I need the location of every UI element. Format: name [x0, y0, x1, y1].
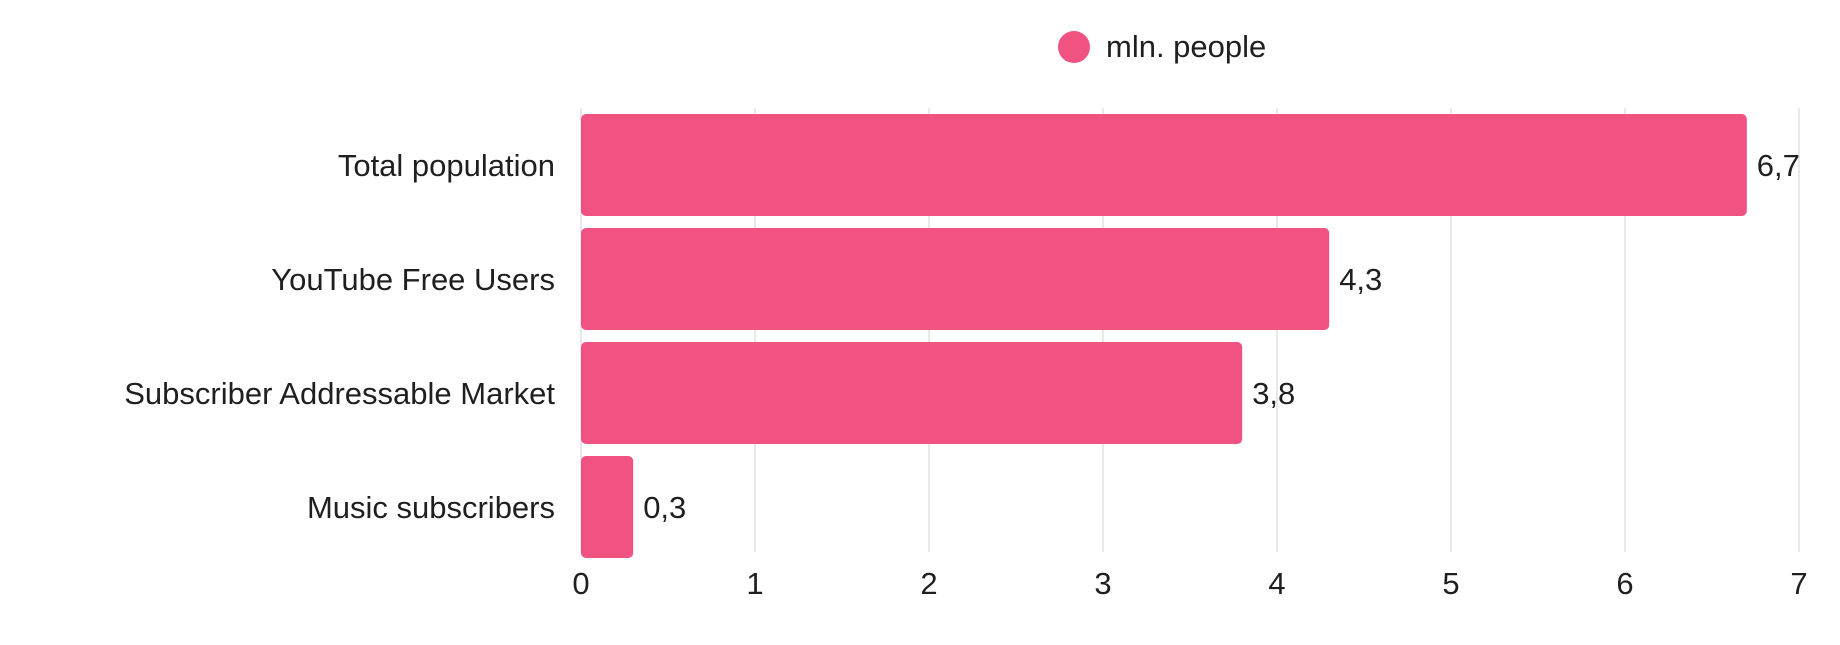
x-tick-label: 5 [1442, 566, 1459, 601]
data-label: 3,8 [1252, 376, 1295, 411]
bar [581, 114, 1747, 216]
x-tick-label: 7 [1790, 566, 1807, 601]
x-axis-ticks: 0 1 2 3 4 5 6 7 [572, 566, 1807, 601]
x-tick-label: 4 [1268, 566, 1285, 601]
legend-marker [1058, 31, 1090, 63]
legend-label: mln. people [1106, 29, 1266, 64]
data-label: 4,3 [1339, 262, 1382, 297]
category-labels: Total population YouTube Free Users Subscr… [124, 148, 555, 525]
x-tick-label: 3 [1094, 566, 1111, 601]
data-label: 0,3 [643, 490, 686, 525]
data-labels: 6,7 4,3 3,8 0,3 [643, 148, 1800, 525]
bar [581, 342, 1243, 444]
x-tick-label: 0 [572, 566, 589, 601]
category-label: Subscriber Addressable Market [124, 376, 555, 411]
x-tick-label: 6 [1616, 566, 1633, 601]
category-label: YouTube Free Users [271, 262, 555, 297]
bar [581, 228, 1330, 330]
bars [581, 114, 1747, 558]
data-label: 6,7 [1757, 148, 1800, 183]
legend: mln. people [1058, 29, 1266, 64]
x-tick-label: 2 [920, 566, 937, 601]
category-label: Music subscribers [307, 490, 555, 525]
bar [581, 456, 634, 558]
category-label: Total population [338, 148, 555, 183]
x-tick-label: 1 [746, 566, 763, 601]
